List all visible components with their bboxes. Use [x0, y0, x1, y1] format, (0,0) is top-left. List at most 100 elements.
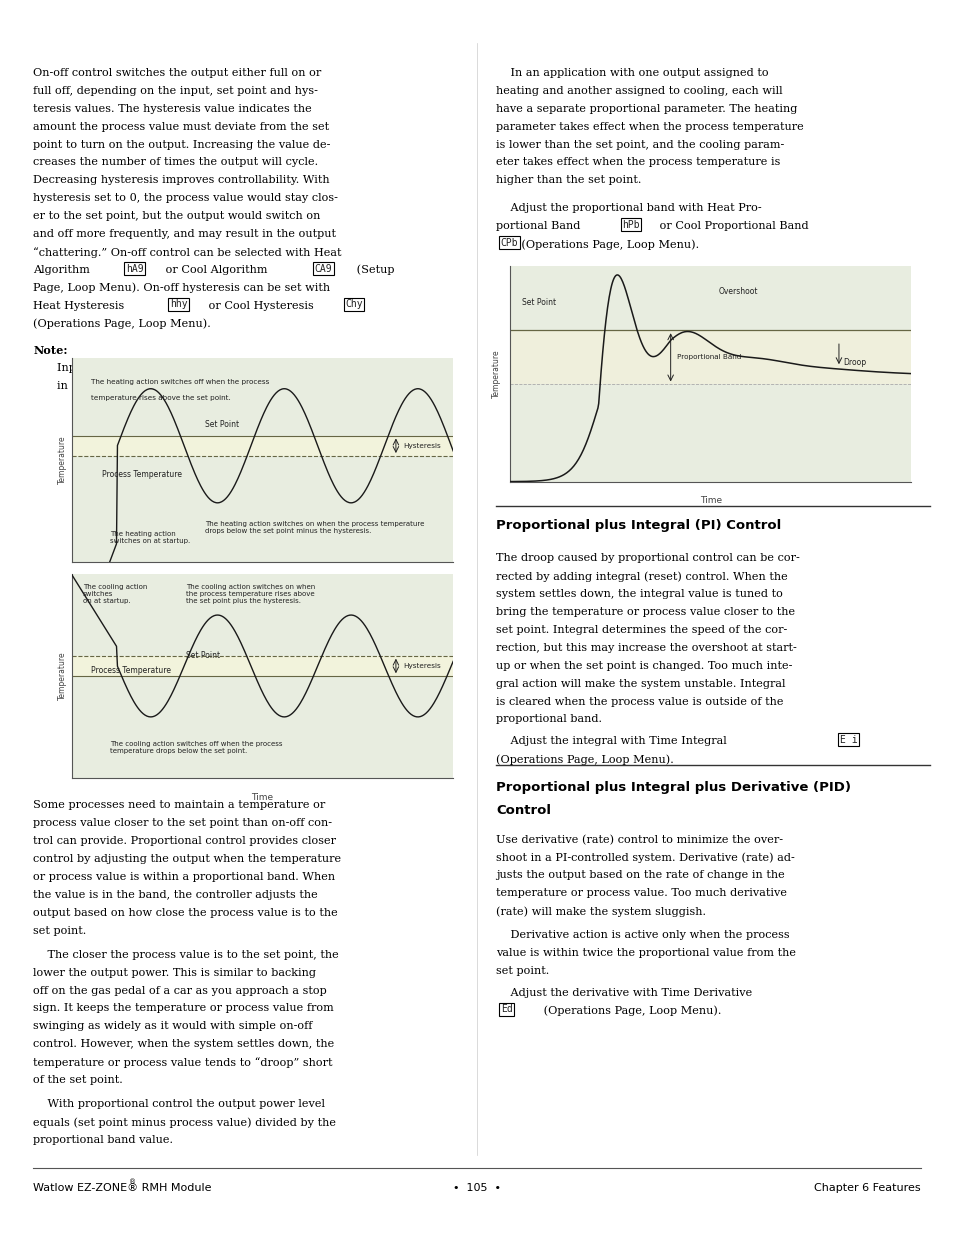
- Text: (Operations Page, Loop Menu).: (Operations Page, Loop Menu).: [496, 755, 673, 764]
- Text: Set Point: Set Point: [186, 651, 220, 659]
- Text: and off more frequently, and may result in the output: and off more frequently, and may result …: [33, 230, 336, 240]
- Text: Input Error Failure Mode: Input Error Failure Mode: [57, 363, 205, 373]
- Text: Set Point: Set Point: [205, 420, 239, 430]
- Text: control. However, when the system settles down, the: control. However, when the system settle…: [33, 1040, 335, 1050]
- Text: lower the output power. This is similar to backing: lower the output power. This is similar …: [33, 968, 316, 978]
- Text: er to the set point, but the output would switch on: er to the set point, but the output woul…: [33, 211, 320, 221]
- Text: heating and another assigned to cooling, each will: heating and another assigned to cooling,…: [496, 86, 781, 96]
- Text: swinging as widely as it would with simple on-off: swinging as widely as it would with simp…: [33, 1021, 313, 1031]
- Text: Time: Time: [699, 496, 721, 505]
- Text: (Operations Page, Loop Menu).: (Operations Page, Loop Menu).: [496, 240, 699, 249]
- Text: temperature or process value. Too much derivative: temperature or process value. Too much d…: [496, 888, 786, 898]
- Text: temperature or process value tends to “droop” short: temperature or process value tends to “d…: [33, 1057, 333, 1068]
- Text: The closer the process value is to the set point, the: The closer the process value is to the s…: [33, 950, 338, 960]
- Text: Temperature: Temperature: [491, 350, 500, 398]
- Text: “chattering.” On-off control can be selected with Heat: “chattering.” On-off control can be sele…: [33, 247, 341, 258]
- Text: The cooling action switches on when
the process temperature rises above
the set : The cooling action switches on when the …: [186, 584, 314, 604]
- Text: of the set point.: of the set point.: [33, 1074, 123, 1086]
- Text: up or when the set point is changed. Too much inte-: up or when the set point is changed. Too…: [496, 661, 792, 671]
- Text: or Cool Proportional Band: or Cool Proportional Band: [656, 221, 808, 231]
- Text: parameter takes effect when the process temperature: parameter takes effect when the process …: [496, 122, 803, 132]
- Text: Time: Time: [251, 577, 274, 585]
- Text: the value is in the band, the controller adjusts the: the value is in the band, the controller…: [33, 889, 317, 900]
- Text: Overshoot: Overshoot: [718, 288, 758, 296]
- Text: sign. It keeps the temperature or process value from: sign. It keeps the temperature or proces…: [33, 1003, 334, 1014]
- Text: Some processes need to maintain a temperature or: Some processes need to maintain a temper…: [33, 800, 325, 810]
- Bar: [71, 656, 453, 677]
- Bar: [71, 436, 453, 456]
- Text: (Operations Page, Loop Menu).: (Operations Page, Loop Menu).: [539, 1005, 720, 1016]
- Text: Use derivative (rate) control to minimize the over-: Use derivative (rate) control to minimiz…: [496, 835, 782, 845]
- Text: Proportional Band: Proportional Band: [676, 354, 740, 361]
- Text: Page, Loop Menu). On-off hysteresis can be set with: Page, Loop Menu). On-off hysteresis can …: [33, 283, 330, 294]
- Text: (Setup: (Setup: [353, 266, 395, 275]
- Text: CA9: CA9: [314, 263, 332, 274]
- Text: Ed: Ed: [500, 1004, 512, 1014]
- Text: ®: ®: [129, 1179, 135, 1186]
- Text: •  105  •: • 105 •: [453, 1183, 500, 1193]
- Text: Note:: Note:: [33, 346, 68, 357]
- Text: Heat Hysteresis: Heat Hysteresis: [33, 301, 128, 311]
- Text: Adjust the proportional band with Heat Pro-: Adjust the proportional band with Heat P…: [496, 204, 760, 214]
- Text: full off, depending on the input, set point and hys-: full off, depending on the input, set po…: [33, 86, 318, 96]
- Text: is lower than the set point, and the cooling param-: is lower than the set point, and the coo…: [496, 140, 783, 149]
- Text: hPb: hPb: [621, 220, 639, 230]
- Text: Derivative action is active only when the process: Derivative action is active only when th…: [496, 930, 789, 940]
- Text: or process value is within a proportional band. When: or process value is within a proportiona…: [33, 872, 335, 882]
- Text: justs the output based on the rate of change in the: justs the output based on the rate of ch…: [496, 871, 784, 881]
- Text: control by adjusting the output when the temperature: control by adjusting the output when the…: [33, 855, 341, 864]
- Text: portional Band: portional Band: [496, 221, 583, 231]
- Text: Hysteresis: Hysteresis: [403, 443, 441, 448]
- Text: Temperature: Temperature: [57, 436, 67, 484]
- Text: proportional band.: proportional band.: [496, 715, 601, 725]
- Text: trol can provide. Proportional control provides closer: trol can provide. Proportional control p…: [33, 836, 336, 846]
- Text: On-off control switches the output either full on or: On-off control switches the output eithe…: [33, 68, 321, 78]
- Text: value is within twice the proportional value from the: value is within twice the proportional v…: [496, 948, 795, 958]
- Text: system settles down, the integral value is tuned to: system settles down, the integral value …: [496, 589, 782, 599]
- Text: (Operations Page, Loop Menu).: (Operations Page, Loop Menu).: [33, 319, 211, 330]
- Text: The cooling action switches off when the process
temperature drops below the set: The cooling action switches off when the…: [110, 741, 282, 755]
- Text: rection, but this may increase the overshoot at start-: rection, but this may increase the overs…: [496, 643, 796, 653]
- Text: Chy: Chy: [345, 299, 362, 310]
- Text: set point.: set point.: [33, 926, 87, 936]
- Text: E i: E i: [839, 735, 856, 745]
- Text: output based on how close the process value is to the: output based on how close the process va…: [33, 908, 337, 918]
- Text: higher than the set point.: higher than the set point.: [496, 175, 640, 185]
- Text: bring the temperature or process value closer to the: bring the temperature or process value c…: [496, 608, 795, 618]
- Text: rected by adding integral (reset) control. When the: rected by adding integral (reset) contro…: [496, 571, 787, 582]
- Text: Time: Time: [251, 793, 274, 802]
- Text: In an application with one output assigned to: In an application with one output assign…: [496, 68, 768, 78]
- Text: does not function: does not function: [310, 363, 413, 373]
- Text: Adjust the integral with Time Integral: Adjust the integral with Time Integral: [496, 736, 730, 746]
- Text: Algorithm: Algorithm: [33, 266, 93, 275]
- Text: hhy: hhy: [170, 299, 187, 310]
- Text: amount the process value must deviate from the set: amount the process value must deviate fr…: [33, 122, 329, 132]
- Text: hA9: hA9: [126, 263, 143, 274]
- Text: Process Temperature: Process Temperature: [102, 471, 182, 479]
- Text: CPb: CPb: [500, 237, 517, 248]
- Text: Hysteresis: Hysteresis: [403, 663, 441, 669]
- Text: Control: Control: [496, 804, 551, 818]
- Text: or Cool Hysteresis: or Cool Hysteresis: [205, 301, 317, 311]
- Text: Decreasing hysteresis improves controllability. With: Decreasing hysteresis improves controlla…: [33, 175, 330, 185]
- Text: The heating action switches on when the process temperature
drops below the set : The heating action switches on when the …: [205, 521, 424, 535]
- Text: Watlow EZ-ZONE® RMH Module: Watlow EZ-ZONE® RMH Module: [33, 1183, 212, 1193]
- Text: Chapter 6 Features: Chapter 6 Features: [813, 1183, 920, 1193]
- Text: creases the number of times the output will cycle.: creases the number of times the output w…: [33, 158, 318, 168]
- Text: shoot in a PI-controlled system. Derivative (rate) ad-: shoot in a PI-controlled system. Derivat…: [496, 852, 794, 863]
- Text: Process Temperature: Process Temperature: [91, 666, 171, 676]
- Text: or Cool Algorithm: or Cool Algorithm: [162, 266, 271, 275]
- Text: FA IL: FA IL: [257, 362, 287, 372]
- Text: hysteresis set to 0, the process value would stay clos-: hysteresis set to 0, the process value w…: [33, 194, 338, 204]
- Text: off on the gas pedal of a car as you approach a stop: off on the gas pedal of a car as you app…: [33, 986, 327, 995]
- Text: point to turn on the output. Increasing the value de-: point to turn on the output. Increasing …: [33, 140, 331, 149]
- Text: Proportional plus Integral (PI) Control: Proportional plus Integral (PI) Control: [496, 519, 781, 532]
- Text: teresis values. The hysteresis value indicates the: teresis values. The hysteresis value ind…: [33, 104, 312, 114]
- Text: The heating action switches off when the process: The heating action switches off when the…: [91, 378, 269, 384]
- Text: process value closer to the set point than on-off con-: process value closer to the set point th…: [33, 819, 332, 829]
- Text: temperature rises above the set point.: temperature rises above the set point.: [91, 395, 230, 401]
- Text: With proportional control the output power level: With proportional control the output pow…: [33, 1099, 325, 1109]
- Bar: [510, 331, 910, 384]
- Text: set point.: set point.: [496, 966, 549, 976]
- Text: proportional band value.: proportional band value.: [33, 1135, 173, 1145]
